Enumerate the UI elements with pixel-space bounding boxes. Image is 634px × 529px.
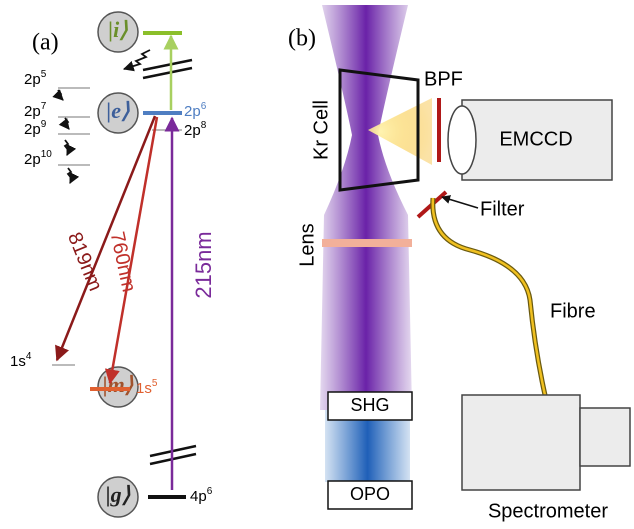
- filter-label: Filter: [480, 198, 525, 220]
- level: 2p7: [24, 101, 47, 120]
- state-i: |i⟩: [108, 17, 128, 42]
- bpf-label: BPF: [424, 68, 463, 90]
- level: 2p9: [24, 119, 47, 138]
- transition-label: 819nm: [63, 229, 106, 294]
- shg-label: SHG: [350, 395, 389, 415]
- filter-pointer: [442, 197, 478, 208]
- lens: [322, 239, 412, 247]
- level: 2p6: [184, 101, 207, 120]
- state-m: |m⟩: [103, 372, 134, 397]
- level: 2p8: [184, 120, 207, 139]
- state-g: |g⟩: [106, 482, 131, 507]
- panel-label: (b): [288, 26, 316, 52]
- state-e: |e⟩: [106, 98, 130, 123]
- level-labels: 2p5 2p7 2p9 2p10 2p6 2p8 1s4 1s5 4p6: [10, 69, 213, 505]
- level: 2p10: [24, 149, 52, 168]
- laser-beam: [320, 5, 412, 410]
- axis-breaks: [143, 60, 196, 464]
- camera-lens: [448, 106, 476, 174]
- spectrometer-port: [580, 408, 630, 466]
- level: 1s4: [10, 351, 32, 370]
- camera-label: EMCCD: [499, 128, 572, 150]
- cell-label: Kr Cell: [310, 100, 332, 160]
- level: 4p6: [190, 486, 213, 505]
- fibre-label: Fibre: [550, 300, 596, 322]
- transition-label: 215nm: [191, 231, 216, 298]
- fibre-core: [433, 198, 545, 395]
- level: 1s5: [136, 378, 158, 397]
- figure: (a) |i⟩ |e⟩ |m⟩ |g⟩ 2p5 2p7 2p9 2p10 2p6…: [0, 0, 634, 529]
- opo-label: OPO: [350, 484, 390, 504]
- lens-label: Lens: [296, 223, 318, 266]
- panel-label: (a): [32, 30, 59, 56]
- spectrometer-label: Spectrometer: [488, 500, 608, 522]
- level: 2p5: [24, 69, 47, 88]
- spectrometer-body: [462, 395, 580, 490]
- fundamental-beam: [325, 410, 410, 482]
